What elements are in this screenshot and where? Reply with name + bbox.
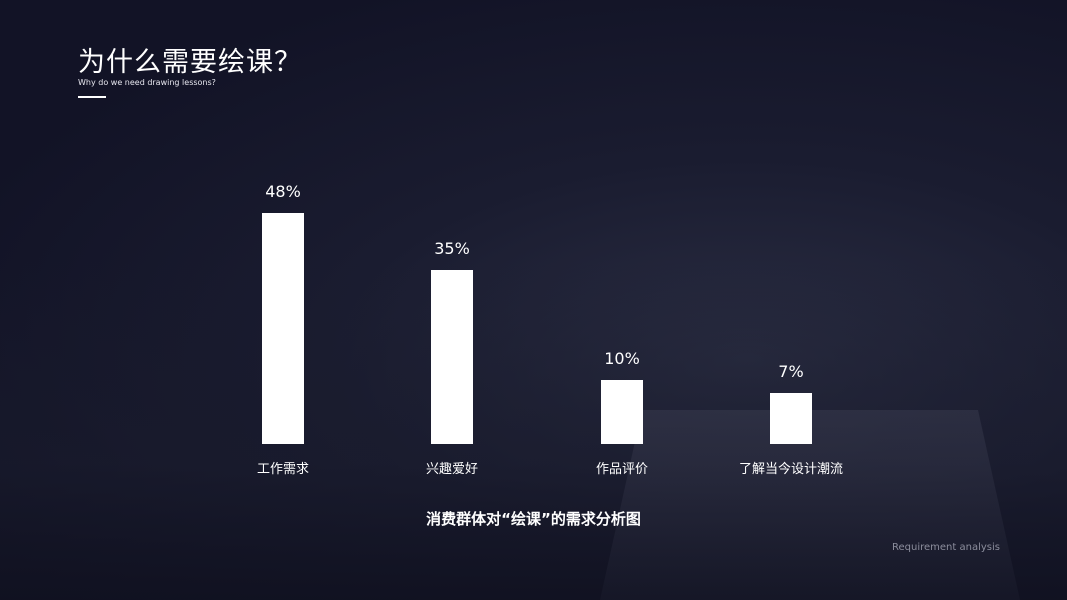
value-label: 48% xyxy=(265,181,301,201)
bar-2 xyxy=(601,380,643,444)
bar-1 xyxy=(431,270,473,444)
value-label: 35% xyxy=(434,239,470,258)
page-title: 为什么需要绘课？ xyxy=(78,47,302,78)
page-subtitle: Why do we need drawing lessons? xyxy=(78,78,216,87)
category-label: 了解当今设计潮流 xyxy=(738,462,843,477)
city-background xyxy=(0,260,1067,600)
bar-0 xyxy=(262,212,304,444)
category-label: 作品评价 xyxy=(595,462,648,477)
chart-title: 消费群体对“绘课”的需求分析图 xyxy=(426,510,641,528)
value-label: 7% xyxy=(778,362,804,382)
title-underline xyxy=(78,96,106,98)
category-label: 兴趣爱好 xyxy=(425,462,478,477)
value-label: 10% xyxy=(604,349,640,368)
footer-label: Requirement analysis xyxy=(892,542,1000,553)
category-label: 工作需求 xyxy=(256,462,309,477)
bar-3 xyxy=(770,393,812,444)
